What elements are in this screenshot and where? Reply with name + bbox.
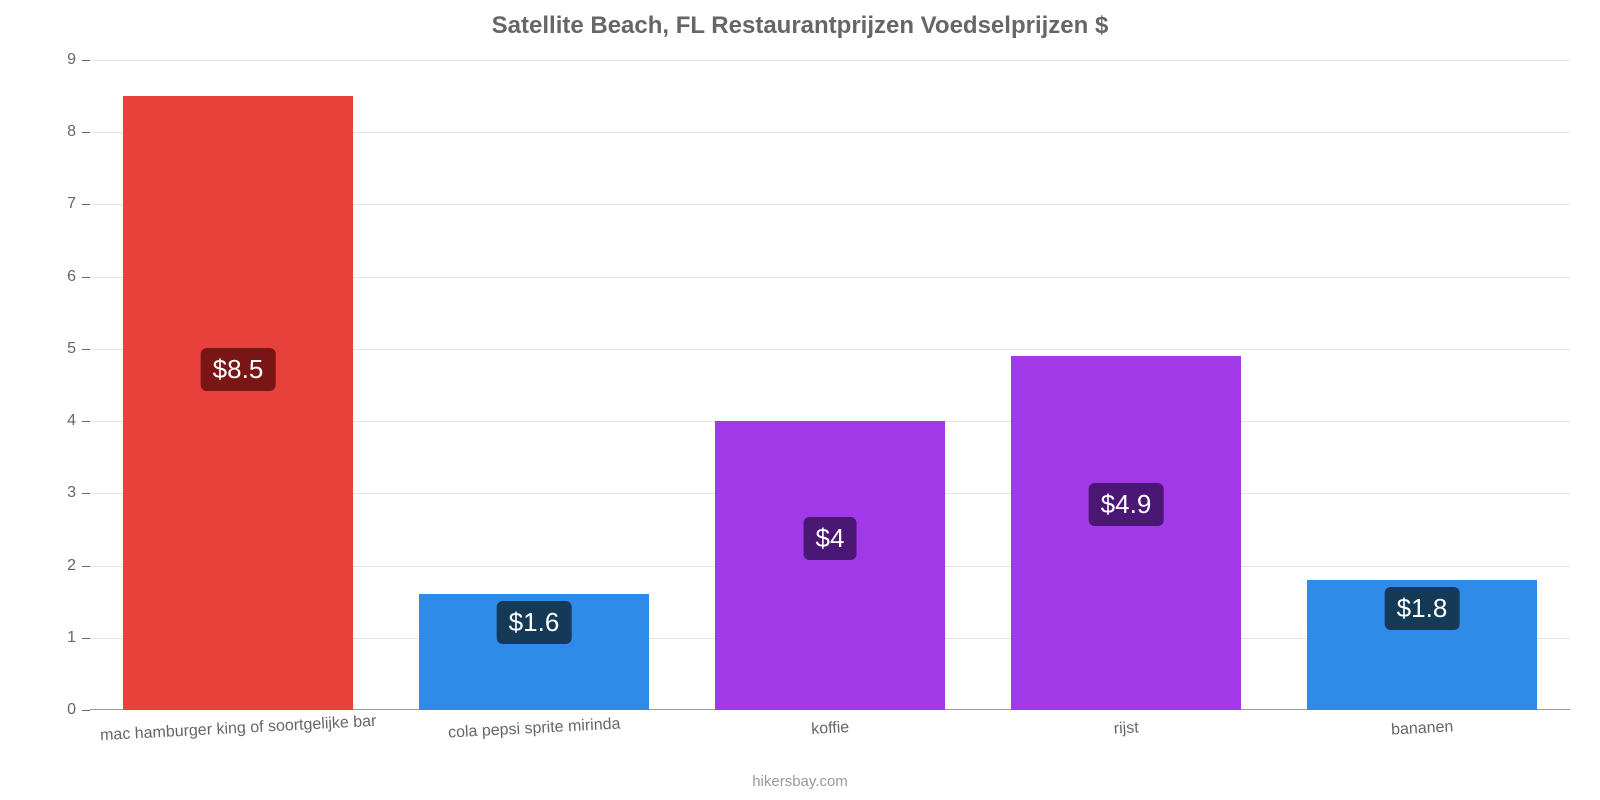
value-badge: $4 <box>804 517 857 560</box>
y-axis-label: 6 <box>67 268 90 286</box>
value-badge: $4.9 <box>1089 483 1164 526</box>
y-axis-label: 9 <box>67 51 90 69</box>
chart-plot-area: 0123456789$8.5mac hamburger king of soor… <box>90 60 1570 710</box>
y-axis-label: 0 <box>67 701 90 719</box>
value-badge: $8.5 <box>201 348 276 391</box>
y-axis-label: 2 <box>67 557 90 575</box>
y-axis-label: 4 <box>67 412 90 430</box>
bar: $4 <box>715 421 946 710</box>
x-axis-label: bananen <box>1390 708 1454 739</box>
x-axis-label: rijst <box>1113 709 1139 738</box>
grid-line <box>90 60 1570 61</box>
x-axis-label: koffie <box>810 709 849 739</box>
value-badge: $1.8 <box>1385 587 1460 630</box>
y-axis-label: 7 <box>67 195 90 213</box>
y-axis-label: 5 <box>67 340 90 358</box>
bar: $1.6 <box>419 594 650 710</box>
attribution-text: hikersbay.com <box>752 773 848 790</box>
bar: $1.8 <box>1307 580 1538 710</box>
bar: $8.5 <box>123 96 354 710</box>
chart-title: Satellite Beach, FL Restaurantprijzen Vo… <box>0 0 1600 40</box>
bar: $4.9 <box>1011 356 1242 710</box>
y-axis-label: 1 <box>67 629 90 647</box>
y-axis-label: 3 <box>67 484 90 502</box>
y-axis-label: 8 <box>67 123 90 141</box>
x-axis-label: cola pepsi sprite mirinda <box>447 706 621 743</box>
value-badge: $1.6 <box>497 601 572 644</box>
